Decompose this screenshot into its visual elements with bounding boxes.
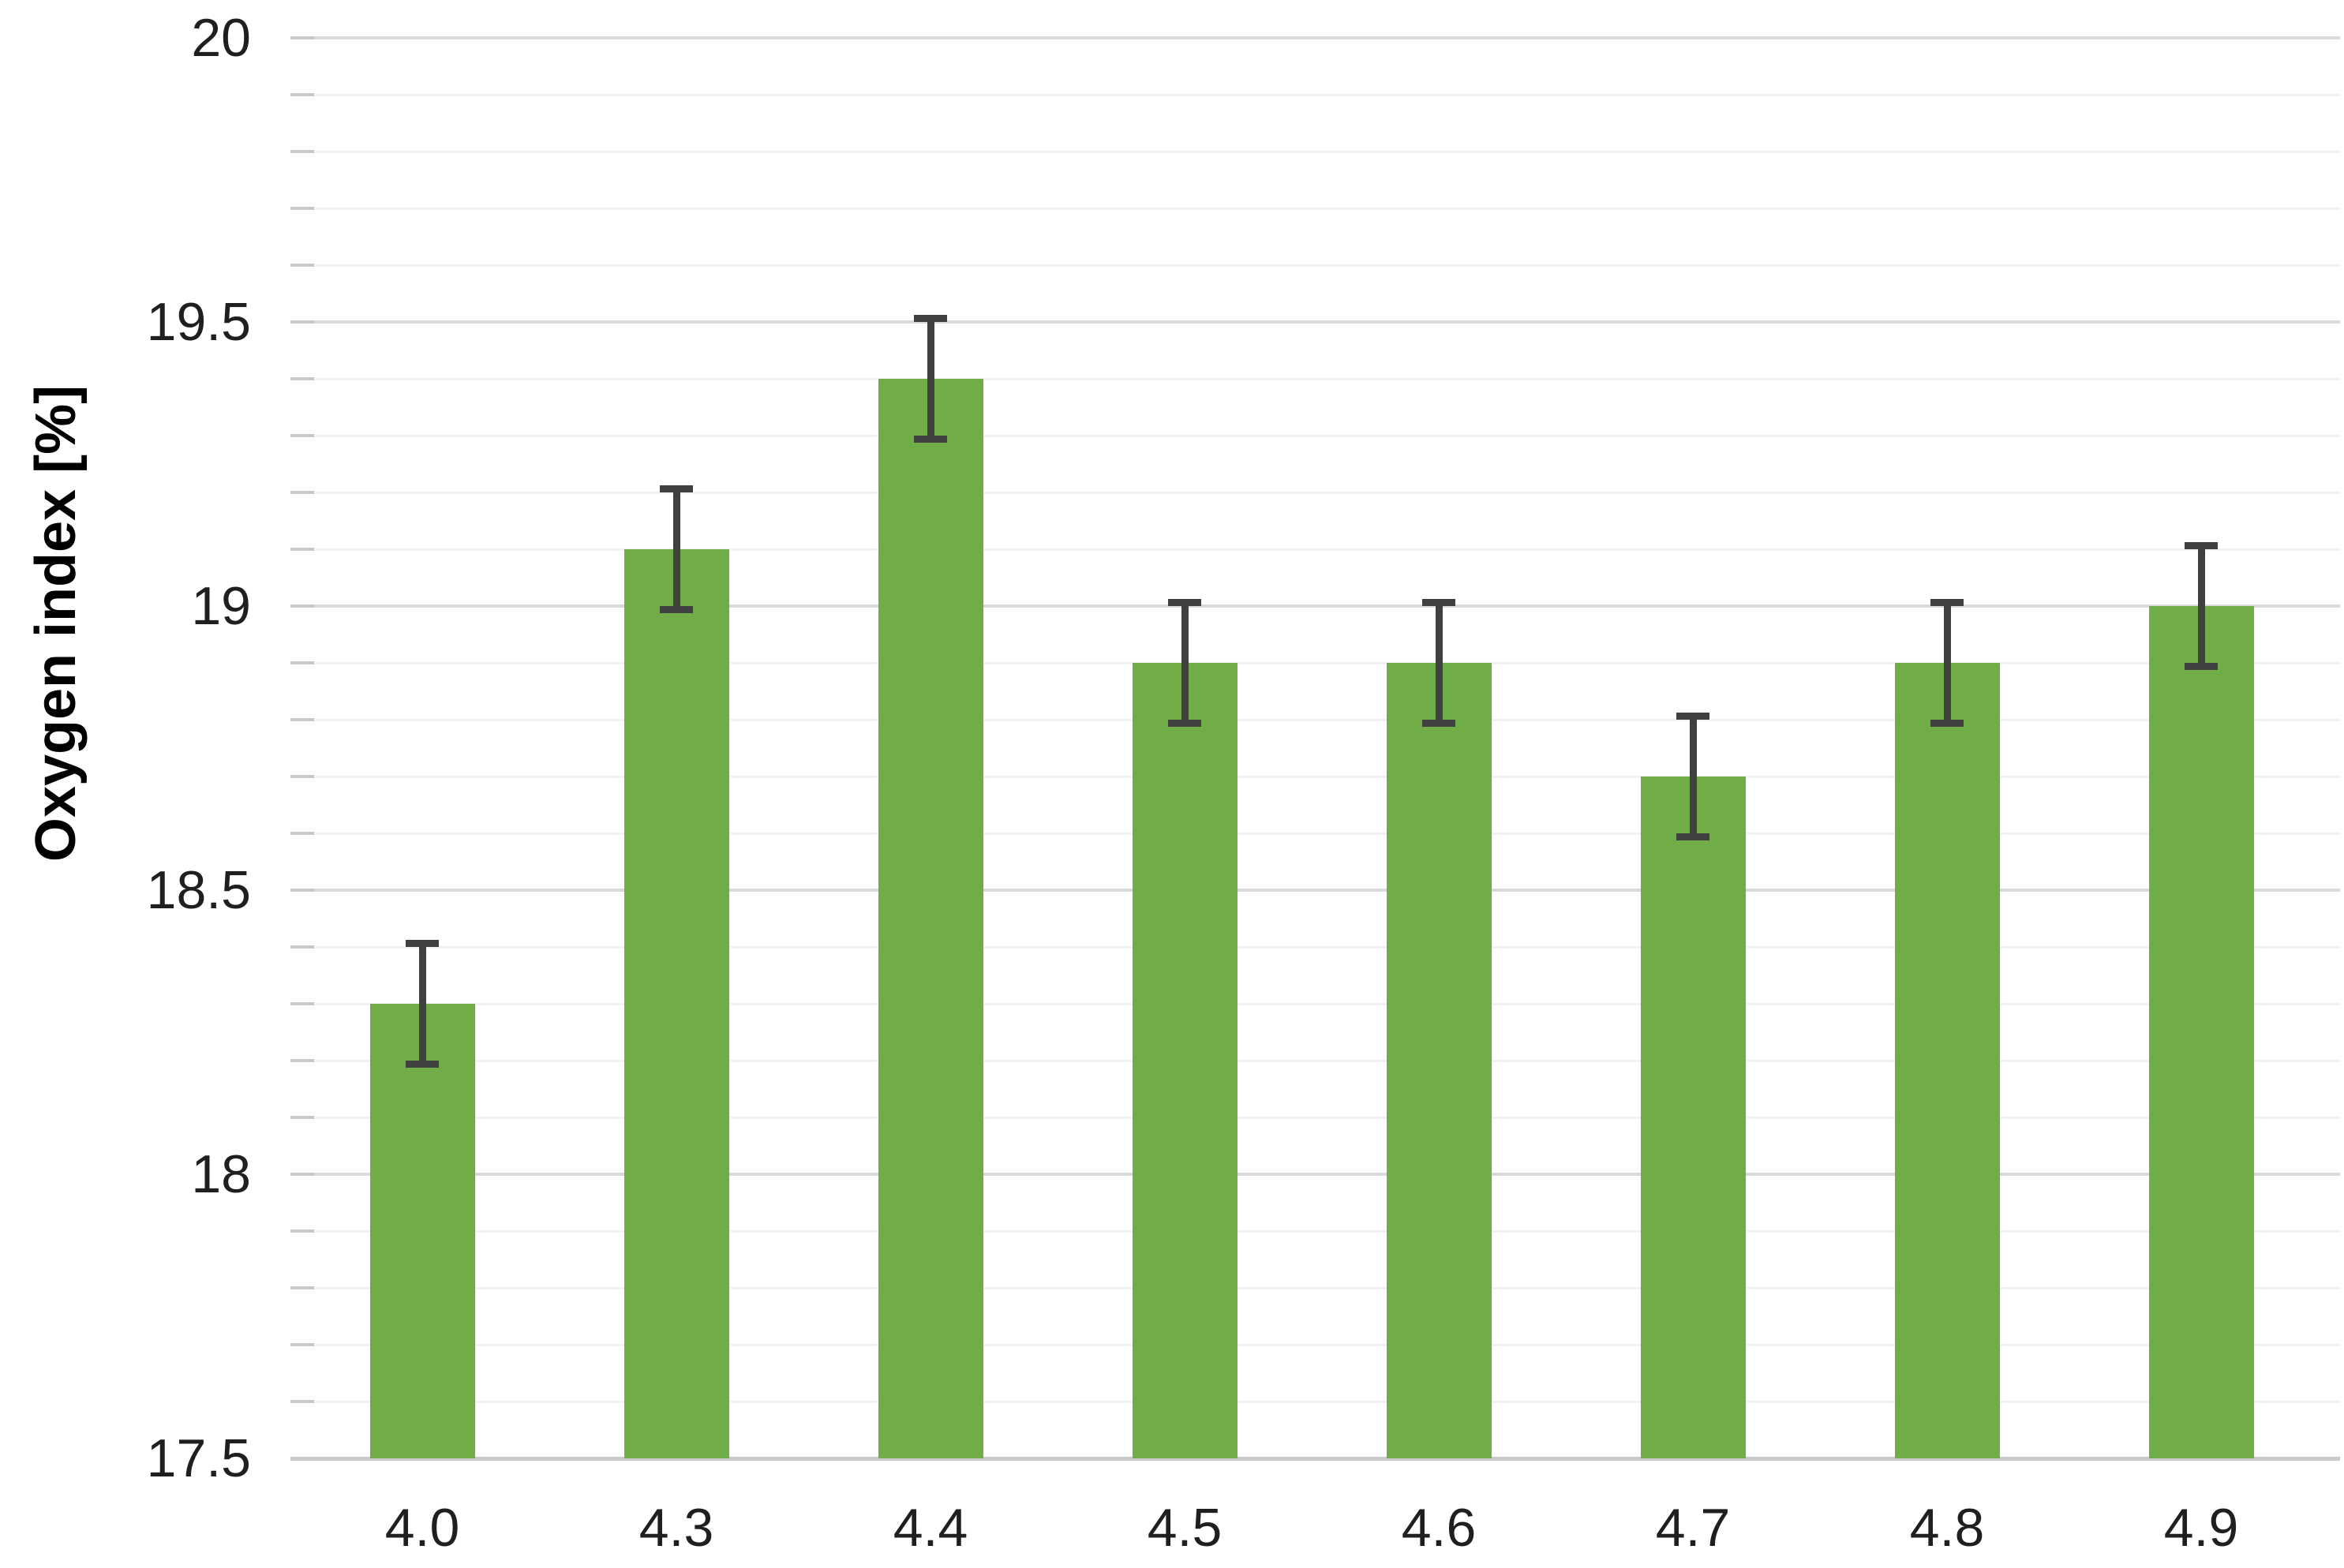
- y-axis-tick-mark: [290, 207, 314, 210]
- y-axis-tick-mark: [290, 1116, 314, 1119]
- error-bar-cap-bottom: [1676, 833, 1709, 840]
- x-axis-tick-label: 4.4: [893, 1498, 968, 1558]
- error-bar-cap-top: [1676, 713, 1709, 720]
- gridline-major: [292, 320, 2340, 324]
- y-axis-tick-label: 20: [191, 8, 251, 68]
- gridline-minor: [292, 1230, 2340, 1233]
- gridline-minor: [292, 776, 2340, 778]
- error-bar-cap-top: [1422, 599, 1455, 606]
- gridline-minor: [292, 435, 2340, 437]
- error-bar-stem: [418, 940, 426, 1068]
- y-axis-tick-mark: [290, 491, 314, 494]
- error-bar-stem: [1181, 599, 1189, 727]
- y-axis-tick-label: 19: [191, 576, 251, 636]
- bar: [1132, 663, 1238, 1458]
- gridline-minor: [292, 1117, 2340, 1119]
- error-bar-cap-bottom: [1168, 720, 1201, 727]
- x-axis-tick-label: 4.3: [638, 1498, 714, 1558]
- y-axis-tick-mark: [290, 1286, 314, 1289]
- y-axis-tick-mark: [290, 661, 314, 664]
- error-bar-cap-bottom: [1422, 720, 1455, 727]
- error-bar-cap-bottom: [2185, 663, 2218, 670]
- gridline-minor: [292, 264, 2340, 267]
- error-bar-cap-bottom: [660, 606, 693, 613]
- error-bar-cap-top: [914, 315, 947, 322]
- y-axis-tick-mark: [290, 377, 314, 380]
- bar: [1386, 663, 1492, 1458]
- y-axis-tick-mark: [290, 36, 314, 39]
- gridline-minor: [292, 1287, 2340, 1289]
- y-axis-tick-mark: [290, 1059, 314, 1062]
- gridline-minor: [292, 719, 2340, 721]
- y-axis-tick-mark: [290, 264, 314, 267]
- y-axis-tick-mark: [290, 1343, 314, 1346]
- error-bar-cap-top: [660, 485, 693, 492]
- gridline-major: [292, 1173, 2340, 1176]
- gridline-minor: [292, 208, 2340, 210]
- x-axis-tick-label: 4.8: [1909, 1498, 1985, 1558]
- gridline-minor: [292, 1344, 2340, 1346]
- y-axis-tick-mark: [290, 945, 314, 949]
- y-axis-tick-mark: [290, 775, 314, 778]
- error-bar-stem: [1943, 599, 1951, 727]
- gridline-minor: [292, 1060, 2340, 1062]
- x-axis-tick-label: 4.0: [384, 1498, 460, 1558]
- x-axis-tick-label: 4.7: [1655, 1498, 1731, 1558]
- y-axis-tick-mark: [290, 93, 314, 96]
- y-axis-tick-mark: [290, 1002, 314, 1005]
- gridline-minor: [292, 946, 2340, 949]
- y-axis-tick-mark: [290, 889, 314, 892]
- x-axis-line: [290, 1457, 2340, 1461]
- y-axis-tick-mark: [290, 434, 314, 437]
- y-axis-tick-mark: [290, 718, 314, 721]
- error-bar-cap-top: [406, 940, 439, 947]
- bar: [623, 549, 729, 1458]
- error-bar-cap-bottom: [914, 436, 947, 443]
- gridline-minor: [292, 94, 2340, 96]
- gridline-major: [292, 36, 2340, 39]
- error-bar-cap-top: [1930, 599, 1964, 606]
- error-bar-cap-top: [2185, 542, 2218, 549]
- bar: [369, 1004, 475, 1458]
- y-axis-tick-label: 19.5: [146, 292, 251, 352]
- y-axis-tick-mark: [290, 1229, 314, 1233]
- x-axis-tick-label: 4.6: [1401, 1498, 1477, 1558]
- error-bar-stem: [927, 315, 934, 443]
- bar: [1640, 777, 1746, 1458]
- gridline-minor: [292, 833, 2340, 835]
- gridline-major: [292, 604, 2340, 608]
- gridline-minor: [292, 492, 2340, 494]
- y-axis-tick-label: 18: [191, 1144, 251, 1204]
- y-axis-tick-label: 17.5: [146, 1428, 251, 1488]
- error-bar-cap-bottom: [1930, 720, 1964, 727]
- gridline-minor: [292, 548, 2340, 551]
- y-axis-tick-mark: [290, 1400, 314, 1403]
- y-axis-tick-mark: [290, 604, 314, 608]
- bar: [878, 379, 983, 1458]
- gridline-minor: [292, 662, 2340, 664]
- y-axis-tick-mark: [290, 548, 314, 551]
- gridline-major: [292, 889, 2340, 892]
- gridline-minor: [292, 1401, 2340, 1403]
- error-bar-stem: [1435, 599, 1443, 727]
- bar: [1894, 663, 2000, 1458]
- error-bar-cap-top: [1168, 599, 1201, 606]
- error-bar-stem: [672, 485, 680, 613]
- bar: [2148, 606, 2254, 1458]
- y-axis-tick-mark: [290, 150, 314, 153]
- error-bar-cap-bottom: [406, 1061, 439, 1068]
- y-axis-tick-label: 18.5: [146, 860, 251, 920]
- y-axis-tick-mark: [290, 320, 314, 324]
- y-axis-tick-mark: [290, 1173, 314, 1176]
- x-axis-tick-label: 4.5: [1147, 1498, 1223, 1558]
- gridline-minor: [292, 378, 2340, 380]
- error-bar-stem: [1689, 713, 1697, 840]
- gridline-minor: [292, 151, 2340, 153]
- error-bar-stem: [2197, 542, 2205, 670]
- x-axis-tick-label: 4.9: [2163, 1498, 2239, 1558]
- gridline-minor: [292, 1003, 2340, 1005]
- y-axis-tick-mark: [290, 832, 314, 835]
